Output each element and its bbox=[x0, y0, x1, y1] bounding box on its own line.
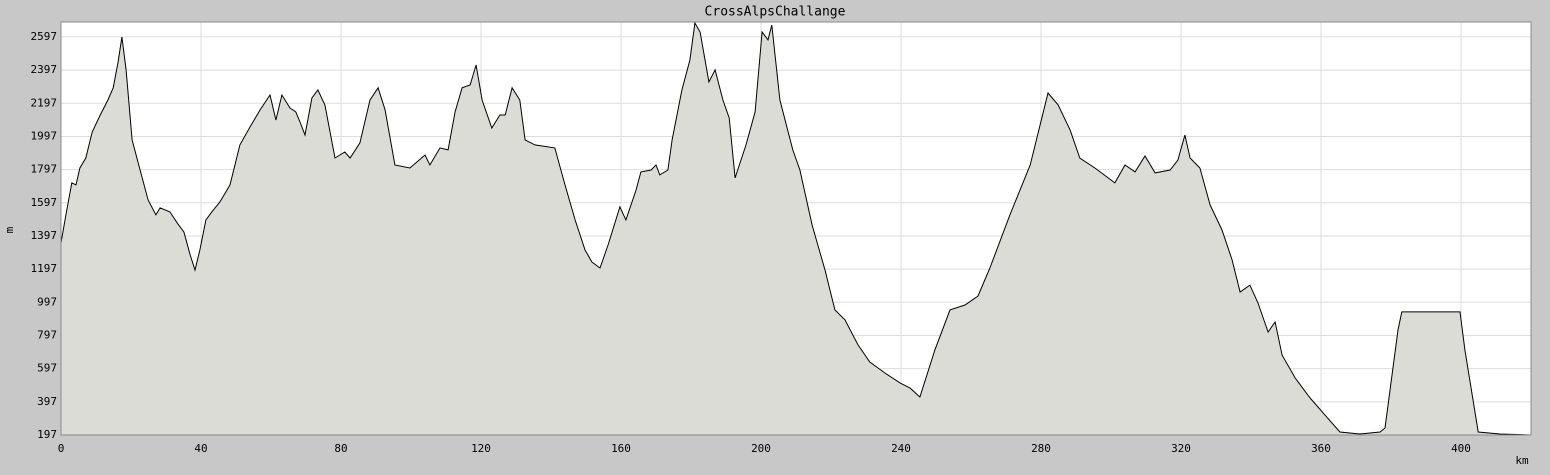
plot-border bbox=[60, 21, 1532, 436]
x-tick-label: 40 bbox=[194, 442, 207, 455]
y-tick-label: 397 bbox=[37, 395, 57, 408]
y-tick-label: 797 bbox=[37, 328, 57, 341]
x-tick-label: 160 bbox=[611, 442, 631, 455]
x-tick-label: 280 bbox=[1031, 442, 1051, 455]
x-tick-label: 200 bbox=[751, 442, 771, 455]
y-axis-label: m bbox=[3, 226, 16, 233]
y-tick-label: 597 bbox=[37, 362, 57, 375]
y-tick-label: 1797 bbox=[31, 163, 58, 176]
x-axis-label: km bbox=[1515, 454, 1529, 467]
x-tick-label: 80 bbox=[334, 442, 347, 455]
x-tick-label: 0 bbox=[58, 442, 65, 455]
y-tick-label: 1997 bbox=[31, 129, 58, 142]
y-tick-label: 997 bbox=[37, 295, 57, 308]
x-tick-label: 400 bbox=[1451, 442, 1471, 455]
y-tick-label: 1597 bbox=[31, 196, 58, 209]
x-tick-label: 120 bbox=[471, 442, 491, 455]
y-tick-label: 1397 bbox=[31, 229, 58, 242]
chart-title: CrossAlpsChallange bbox=[705, 5, 846, 20]
y-tick-label: 2197 bbox=[31, 96, 58, 109]
y-tick-label: 2397 bbox=[31, 63, 58, 76]
line bbox=[60, 21, 1532, 436]
x-tick-label: 320 bbox=[1171, 442, 1191, 455]
x-tick-label: 360 bbox=[1311, 442, 1331, 455]
x-tick-label: 240 bbox=[891, 442, 911, 455]
area bbox=[61, 23, 1531, 435]
y-tick-label: 2597 bbox=[31, 30, 58, 43]
y-tick-label: 1197 bbox=[31, 262, 58, 275]
y-tick-label: 197 bbox=[37, 428, 57, 441]
